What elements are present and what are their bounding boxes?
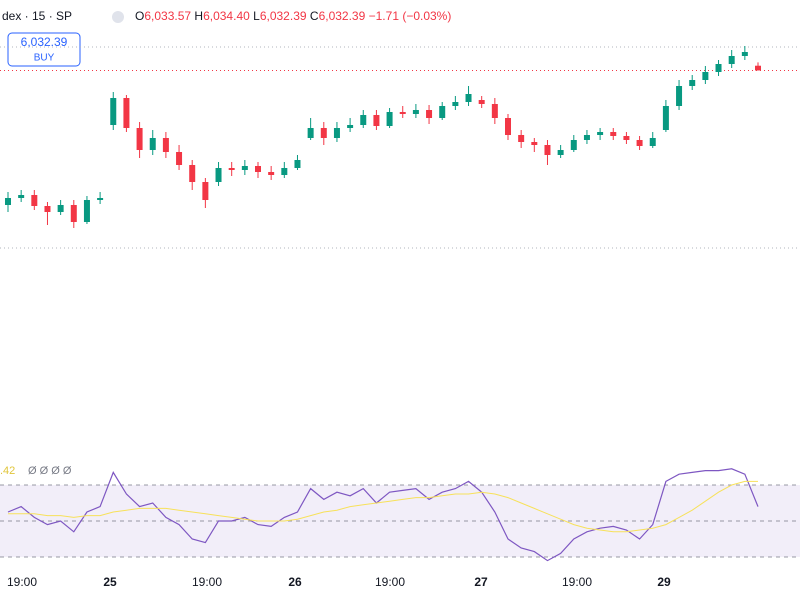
candle-body: [162, 138, 169, 152]
candle-body: [18, 195, 25, 198]
time-label: 27: [474, 575, 488, 589]
candle-body: [307, 128, 314, 138]
candle-body: [505, 118, 511, 135]
legend-value: 6,033.57: [144, 9, 191, 23]
time-label: 29: [657, 575, 671, 589]
rsi-value: .42: [0, 465, 15, 477]
candle-body: [570, 140, 577, 150]
candle-body: [97, 198, 104, 200]
candle-body: [531, 142, 538, 145]
candle-body: [31, 195, 38, 206]
candle-body: [83, 200, 90, 222]
time-label: 26: [288, 575, 302, 589]
badge-box[interactable]: [7, 32, 81, 67]
candle-body: [373, 115, 380, 126]
legend-value: 6,034.40: [203, 9, 250, 23]
candle-body: [189, 165, 196, 182]
candle-body: [136, 128, 143, 150]
candle-body: [465, 94, 472, 102]
candle-body: [491, 104, 498, 118]
candle-body: [57, 205, 64, 212]
candle-body: [110, 98, 117, 125]
legend-key: C: [310, 9, 319, 23]
candle-body: [478, 100, 485, 104]
price-badge[interactable]: 6,032.39 BUY: [7, 32, 81, 67]
candle-body: [518, 135, 525, 142]
header: dex · 15 · SP O6,033.57 H6,034.40 L6,032…: [2, 9, 451, 23]
candle-body: [44, 206, 51, 212]
candle-body: [741, 52, 748, 56]
candle-body: [333, 128, 340, 138]
candle-body: [255, 166, 261, 172]
rsi-flags: Ø Ø Ø Ø: [28, 465, 72, 477]
candle-body: [281, 168, 288, 175]
time-label: 19:00: [7, 575, 37, 589]
candle-body: [399, 112, 406, 114]
time-label: 19:00: [192, 575, 222, 589]
candle-body: [320, 128, 327, 138]
legend-key: O: [135, 9, 144, 23]
ohlc-legend: O6,033.57 H6,034.40 L6,032.39 C6,032.39 …: [135, 9, 451, 23]
candle-body: [149, 138, 156, 150]
candle-body: [728, 56, 735, 64]
time-label: 19:00: [375, 575, 405, 589]
candle-body: [347, 125, 354, 128]
rsi-line: [7, 468, 759, 562]
status-icon: [112, 11, 124, 23]
candle-body: [294, 160, 301, 168]
candle-body: [386, 112, 393, 126]
legend-key: L: [253, 9, 260, 23]
candle-body: [176, 152, 183, 165]
candle-body: [544, 145, 551, 155]
legend-key: H: [194, 9, 203, 23]
candle-body: [676, 86, 683, 106]
candle-body: [70, 205, 77, 222]
legend-change: −1.71 (−0.03%): [369, 9, 452, 23]
candle-body: [412, 110, 419, 114]
candle-body: [215, 168, 222, 182]
candle-body: [439, 106, 446, 118]
candle-body: [636, 140, 643, 146]
candle-body: [597, 132, 604, 135]
candle-body: [557, 150, 564, 155]
candle-body: [702, 72, 709, 80]
symbol: dex · 15 · SP: [2, 9, 72, 23]
legend-value: 6,032.39: [260, 9, 307, 23]
candle-body: [662, 106, 669, 130]
candle-body: [360, 115, 367, 125]
candle-body: [610, 132, 617, 136]
badge-action[interactable]: BUY: [34, 53, 55, 64]
candle-body: [689, 80, 696, 86]
candle-body: [623, 136, 630, 140]
candle-body: [715, 64, 722, 72]
candle-body: [649, 138, 656, 146]
candle-body: [755, 65, 761, 71]
time-label: 19:00: [562, 575, 592, 589]
candle-body: [583, 135, 590, 140]
candle-body: [228, 168, 235, 170]
candle-body: [5, 198, 11, 205]
candle-body: [452, 102, 459, 106]
candle-body: [123, 98, 130, 128]
time-label: 25: [103, 575, 117, 589]
badge-price[interactable]: 6,032.39: [21, 35, 68, 49]
legend-value: 6,032.39: [319, 9, 366, 23]
rsi-line: [8, 480, 758, 533]
candle-body: [426, 110, 433, 118]
candle-body: [241, 166, 248, 170]
candle-body: [268, 172, 275, 175]
candle-body: [202, 182, 209, 200]
